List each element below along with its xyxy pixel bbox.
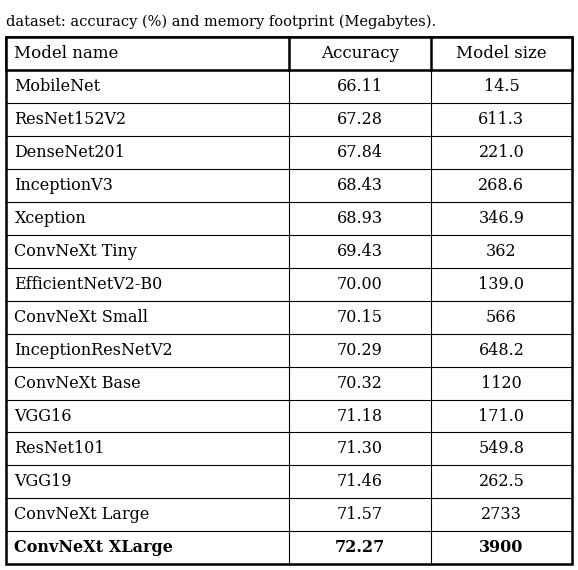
Text: ConvNeXt Base: ConvNeXt Base: [14, 374, 141, 392]
Text: 3900: 3900: [479, 539, 524, 556]
Text: 139.0: 139.0: [479, 276, 524, 293]
Text: 70.15: 70.15: [337, 308, 383, 325]
Text: 362: 362: [486, 243, 517, 260]
Text: ConvNeXt Small: ConvNeXt Small: [14, 308, 149, 325]
Text: ResNet152V2: ResNet152V2: [14, 111, 127, 128]
Text: 71.18: 71.18: [337, 408, 383, 425]
Text: MobileNet: MobileNet: [14, 78, 101, 95]
Text: 262.5: 262.5: [479, 474, 524, 490]
Text: 648.2: 648.2: [479, 341, 524, 359]
Text: 71.30: 71.30: [337, 441, 383, 458]
Text: 268.6: 268.6: [479, 177, 524, 194]
Text: 221.0: 221.0: [479, 144, 524, 161]
Text: VGG16: VGG16: [14, 408, 72, 425]
Text: 171.0: 171.0: [479, 408, 524, 425]
Text: 70.32: 70.32: [337, 374, 383, 392]
Text: 14.5: 14.5: [484, 78, 519, 95]
Text: 346.9: 346.9: [479, 210, 524, 227]
Text: 566: 566: [486, 308, 517, 325]
Text: 70.29: 70.29: [337, 341, 383, 359]
Text: DenseNet201: DenseNet201: [14, 144, 125, 161]
Text: ConvNeXt Large: ConvNeXt Large: [14, 506, 150, 523]
Text: ConvNeXt Tiny: ConvNeXt Tiny: [14, 243, 138, 260]
Text: Model size: Model size: [456, 45, 547, 62]
Text: 72.27: 72.27: [335, 539, 385, 556]
Text: Xception: Xception: [14, 210, 86, 227]
Text: EfficientNetV2-B0: EfficientNetV2-B0: [14, 276, 162, 293]
Text: ResNet101: ResNet101: [14, 441, 105, 458]
Text: 71.57: 71.57: [337, 506, 383, 523]
Text: 71.46: 71.46: [337, 474, 383, 490]
Text: VGG19: VGG19: [14, 474, 72, 490]
Text: 2733: 2733: [481, 506, 522, 523]
Text: 67.84: 67.84: [337, 144, 383, 161]
Text: InceptionV3: InceptionV3: [14, 177, 113, 194]
Text: 1120: 1120: [481, 374, 522, 392]
Text: 68.43: 68.43: [337, 177, 383, 194]
Text: InceptionResNetV2: InceptionResNetV2: [14, 341, 173, 359]
Text: 549.8: 549.8: [479, 441, 524, 458]
Text: 70.00: 70.00: [337, 276, 383, 293]
Text: dataset: accuracy (%) and memory footprint (Megabytes).: dataset: accuracy (%) and memory footpri…: [6, 14, 436, 28]
Text: 611.3: 611.3: [479, 111, 524, 128]
Text: 69.43: 69.43: [337, 243, 383, 260]
Text: 66.11: 66.11: [337, 78, 383, 95]
Text: Accuracy: Accuracy: [321, 45, 399, 62]
Text: Model name: Model name: [14, 45, 119, 62]
Text: ConvNeXt XLarge: ConvNeXt XLarge: [14, 539, 173, 556]
Text: 67.28: 67.28: [337, 111, 383, 128]
Text: 68.93: 68.93: [337, 210, 383, 227]
